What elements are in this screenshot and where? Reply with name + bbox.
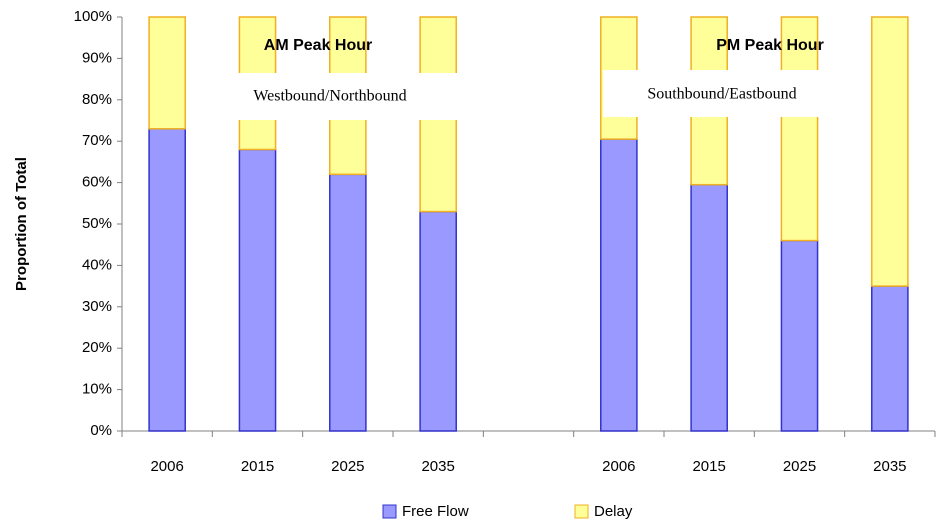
y-tick-label: 50% [82, 215, 112, 232]
annotation: PM Peak Hour [716, 37, 824, 54]
y-tick-label: 40% [82, 256, 112, 273]
legend-label: Delay [594, 503, 633, 520]
legend-swatch [574, 504, 589, 519]
x-tick-label: 2015 [241, 458, 274, 475]
x-tick-label: 2015 [692, 458, 725, 475]
bar-segment [600, 138, 638, 432]
bar-segment [690, 183, 728, 432]
annotation-box [205, 73, 485, 120]
bar-segment [238, 148, 277, 432]
bar-segment [148, 16, 186, 130]
y-tick-label: 60% [82, 174, 112, 191]
y-tick-label: 30% [82, 298, 112, 315]
x-tick-label: 2006 [150, 458, 183, 475]
legend-label: Free Flow [402, 503, 469, 520]
x-tick-label: 2025 [783, 458, 816, 475]
bar-segment [148, 128, 186, 432]
y-tick-label: 0% [90, 422, 112, 439]
bar-segment [419, 210, 457, 432]
annotation: AM Peak Hour [264, 37, 372, 54]
annotation-box [603, 70, 828, 117]
legend-swatch [382, 504, 397, 519]
bar-segment [329, 173, 367, 432]
bar-segment [871, 16, 909, 287]
x-tick-label: 2006 [602, 458, 635, 475]
annotation: Westbound/Northbound [253, 88, 406, 105]
y-tick-label: 100% [74, 8, 112, 25]
bar-segment [780, 239, 819, 432]
x-tick-label: 2025 [331, 458, 364, 475]
y-tick-label: 20% [82, 339, 112, 356]
annotation: Southbound/Eastbound [647, 86, 796, 103]
annotations: AM Peak Hour Westbound/Northbound PM Pea… [205, 37, 828, 120]
y-tick-label: 10% [82, 381, 112, 398]
y-tick-label: 70% [82, 132, 112, 149]
y-tick-label: 90% [82, 49, 112, 66]
bar-segment [871, 285, 909, 432]
x-tick-label: 2035 [873, 458, 906, 475]
x-tick-label: 2035 [421, 458, 454, 475]
y-tick-label: 80% [82, 91, 112, 108]
bar-segment [780, 16, 819, 242]
y-axis-label: Proportion of Total [13, 157, 30, 291]
